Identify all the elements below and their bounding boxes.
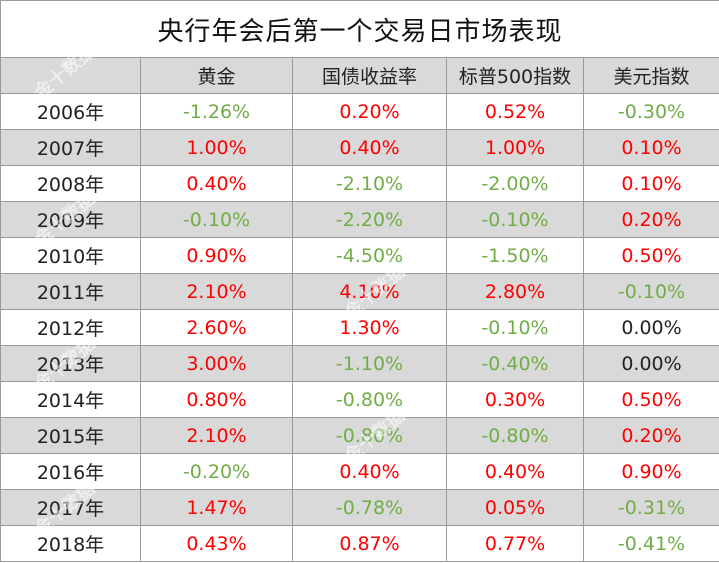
gold-cell: 3.00% [140, 345, 293, 382]
table-row: 2016年 -0.20% 0.40% 0.40% 0.90% [0, 453, 719, 490]
gold-cell: 2.60% [140, 309, 293, 346]
treasury-yield-cell: -2.20% [292, 201, 447, 238]
table-row: 2014年 0.80% -0.80% 0.30% 0.50% [0, 381, 719, 418]
year-cell: 2008年 [0, 165, 141, 202]
year-cell: 2015年 [0, 417, 141, 454]
dollar-index-cell: 0.50% [583, 381, 719, 418]
gold-cell: -1.26% [140, 93, 293, 130]
table-row: 2011年 2.10% 4.10% 2.80% -0.10% [0, 273, 719, 310]
header-row: 黄金 国债收益率 标普500指数 美元指数 [0, 57, 719, 94]
header-cell-sp500: 标普500指数 [446, 57, 584, 94]
sp500-cell: -0.10% [446, 201, 584, 238]
table-row: 2018年 0.43% 0.87% 0.77% -0.41% [0, 525, 719, 562]
treasury-yield-cell: 1.30% [292, 309, 447, 346]
gold-cell: 0.40% [140, 165, 293, 202]
dollar-index-cell: 0.00% [583, 309, 719, 346]
treasury-yield-cell: 4.10% [292, 273, 447, 310]
table-row: 2009年 -0.10% -2.20% -0.10% 0.20% [0, 201, 719, 238]
header-cell-gold: 黄金 [140, 57, 293, 94]
year-cell: 2009年 [0, 201, 141, 238]
header-cell-dollar-index: 美元指数 [583, 57, 719, 94]
year-cell: 2017年 [0, 489, 141, 526]
gold-cell: 1.47% [140, 489, 293, 526]
dollar-index-cell: 0.00% [583, 345, 719, 382]
table-row: 2006年 -1.26% 0.20% 0.52% -0.30% [0, 93, 719, 130]
table-row: 2013年 3.00% -1.10% -0.40% 0.00% [0, 345, 719, 382]
year-cell: 2012年 [0, 309, 141, 346]
year-cell: 2011年 [0, 273, 141, 310]
table-row: 2015年 2.10% -0.80% -0.80% 0.20% [0, 417, 719, 454]
gold-cell: -0.10% [140, 201, 293, 238]
treasury-yield-cell: 0.20% [292, 93, 447, 130]
year-cell: 2016年 [0, 453, 141, 490]
gold-cell: 0.90% [140, 237, 293, 274]
sp500-cell: -1.50% [446, 237, 584, 274]
year-cell: 2006年 [0, 93, 141, 130]
dollar-index-cell: 0.10% [583, 165, 719, 202]
gold-cell: 2.10% [140, 273, 293, 310]
dollar-index-cell: 0.20% [583, 201, 719, 238]
sp500-cell: 0.05% [446, 489, 584, 526]
sp500-cell: 0.30% [446, 381, 584, 418]
gold-cell: 1.00% [140, 129, 293, 166]
year-cell: 2013年 [0, 345, 141, 382]
table-row: 2012年 2.60% 1.30% -0.10% 0.00% [0, 309, 719, 346]
dollar-index-cell: -0.41% [583, 525, 719, 562]
sp500-cell: -0.80% [446, 417, 584, 454]
dollar-index-cell: 0.90% [583, 453, 719, 490]
treasury-yield-cell: 0.40% [292, 129, 447, 166]
treasury-yield-cell: -1.10% [292, 345, 447, 382]
table-title: 央行年会后第一个交易日市场表现 [0, 0, 719, 58]
gold-cell: 2.10% [140, 417, 293, 454]
gold-cell: 0.80% [140, 381, 293, 418]
treasury-yield-cell: -0.80% [292, 417, 447, 454]
gold-cell: 0.43% [140, 525, 293, 562]
dollar-index-cell: 0.50% [583, 237, 719, 274]
treasury-yield-cell: -4.50% [292, 237, 447, 274]
treasury-yield-cell: -2.10% [292, 165, 447, 202]
header-cell-corner [0, 57, 141, 94]
sp500-cell: -2.00% [446, 165, 584, 202]
year-cell: 2007年 [0, 129, 141, 166]
year-cell: 2018年 [0, 525, 141, 562]
year-cell: 2010年 [0, 237, 141, 274]
table-row: 2017年 1.47% -0.78% 0.05% -0.31% [0, 489, 719, 526]
header-cell-treasury-yield: 国债收益率 [292, 57, 447, 94]
dollar-index-cell: -0.10% [583, 273, 719, 310]
treasury-yield-cell: -0.78% [292, 489, 447, 526]
sp500-cell: -0.10% [446, 309, 584, 346]
dollar-index-cell: -0.30% [583, 93, 719, 130]
treasury-yield-cell: 0.87% [292, 525, 447, 562]
table-row: 2010年 0.90% -4.50% -1.50% 0.50% [0, 237, 719, 274]
sp500-cell: 0.40% [446, 453, 584, 490]
sp500-cell: 2.80% [446, 273, 584, 310]
year-cell: 2014年 [0, 381, 141, 418]
dollar-index-cell: 0.10% [583, 129, 719, 166]
treasury-yield-cell: 0.40% [292, 453, 447, 490]
sp500-cell: 0.52% [446, 93, 584, 130]
dollar-index-cell: 0.20% [583, 417, 719, 454]
table-row: 2007年 1.00% 0.40% 1.00% 0.10% [0, 129, 719, 166]
treasury-yield-cell: -0.80% [292, 381, 447, 418]
gold-cell: -0.20% [140, 453, 293, 490]
dollar-index-cell: -0.31% [583, 489, 719, 526]
sp500-cell: 0.77% [446, 525, 584, 562]
sp500-cell: -0.40% [446, 345, 584, 382]
sp500-cell: 1.00% [446, 129, 584, 166]
table-row: 2008年 0.40% -2.10% -2.00% 0.10% [0, 165, 719, 202]
